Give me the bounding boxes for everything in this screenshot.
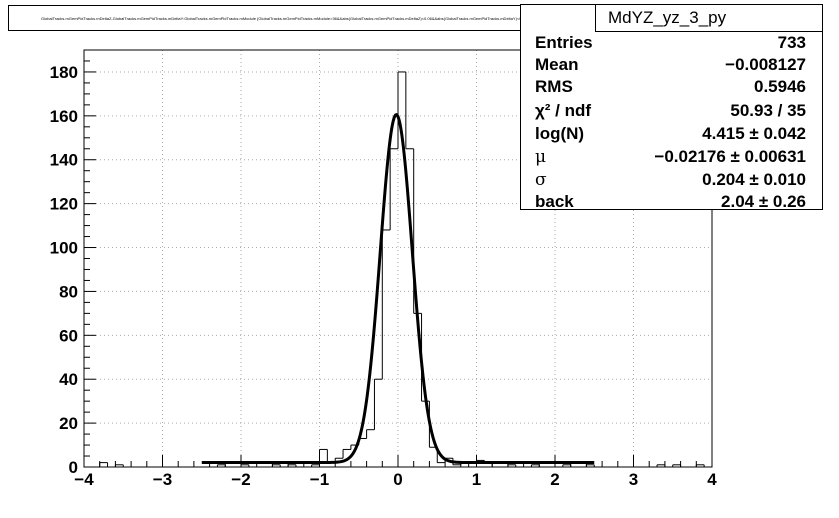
stats-label: χ² / ndf (535, 101, 592, 120)
y-tick-label: 20 (59, 414, 78, 433)
y-tick-label: 100 (50, 239, 78, 258)
stats-label: Entries (535, 33, 593, 52)
stats-histogram-name: MdYZ_yz_3_py (595, 4, 823, 32)
stats-label: back (535, 192, 574, 211)
stats-value: 2.04 ± 0.26 (721, 192, 806, 211)
stats-row-rms: RMS 0.5946 (535, 76, 806, 98)
stats-value: 733 (777, 33, 806, 52)
x-tick-label: 3 (629, 470, 638, 489)
y-tick-label: 180 (50, 63, 78, 82)
stats-box: MdYZ_yz_3_py Entries 733 Mean −0.008127 … (520, 4, 823, 213)
stats-row-back: back 2.04 ± 0.26 (535, 191, 806, 213)
stats-row-chi2: χ² / ndf 50.93 / 35 (535, 100, 806, 122)
y-tick-label: 40 (59, 370, 78, 389)
stats-value: −0.008127 (725, 55, 806, 74)
fit-curve (201, 113, 595, 465)
stats-label: Mean (535, 55, 579, 74)
stats-value: 0.5946 (754, 77, 806, 96)
stats-row-mean: Mean −0.008127 (535, 54, 806, 76)
y-tick-label: 160 (50, 107, 78, 126)
y-tick-label: 80 (59, 282, 78, 301)
stats-value: 50.93 / 35 (730, 101, 806, 120)
stats-value: 0.204 ± 0.010 (702, 170, 806, 189)
stats-row-sigma: σ 0.204 ± 0.010 (535, 169, 806, 191)
y-tick-label: 60 (59, 326, 78, 345)
x-tick-label: −3 (153, 470, 172, 489)
stats-label: RMS (535, 77, 573, 96)
x-tick-label: −1 (310, 470, 329, 489)
stats-label: μ (535, 147, 547, 167)
stats-value: −0.02176 ± 0.00631 (654, 147, 806, 166)
x-tick-label: −4 (74, 470, 94, 489)
y-tick-label: 120 (50, 195, 78, 214)
x-tick-label: 0 (393, 470, 402, 489)
stats-label: log(N) (535, 124, 585, 143)
y-tick-label: 0 (69, 458, 78, 477)
stats-value: 4.415 ± 0.042 (702, 124, 806, 143)
plot-title-text: GlobalTracks.mGemPidTracks.mDeltaZ-Globa… (41, 16, 553, 21)
y-tick-label: 140 (50, 151, 78, 170)
stats-row-logn: log(N) 4.415 ± 0.042 (535, 123, 806, 145)
x-tick-label: −2 (231, 470, 250, 489)
grid-lines (84, 50, 712, 467)
stats-label: σ (535, 170, 547, 190)
stats-row-mu: μ −0.02176 ± 0.00631 (535, 146, 806, 168)
stats-row-entries: Entries 733 (535, 32, 806, 54)
plot-title: GlobalTracks.mGemPidTracks.mDeltaZ-Globa… (8, 5, 595, 31)
x-tick-label: 4 (707, 470, 717, 489)
x-tick-label: 1 (472, 470, 481, 489)
x-tick-label: 2 (550, 470, 559, 489)
